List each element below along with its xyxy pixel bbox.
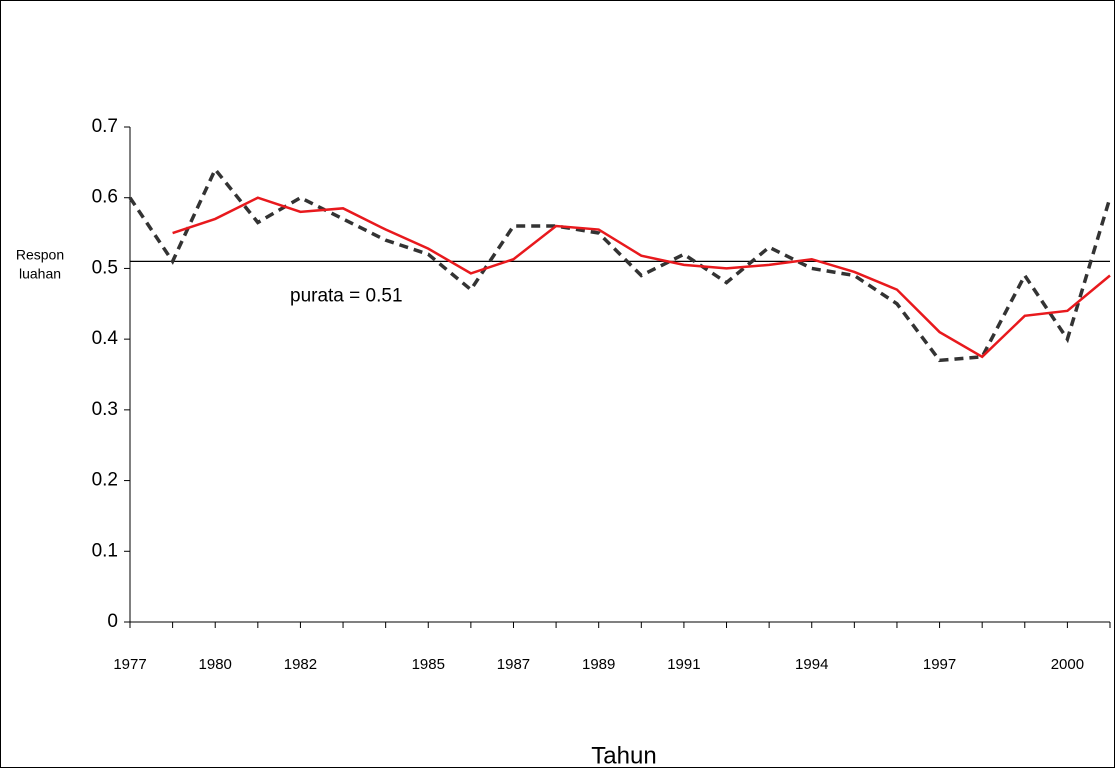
x-tick-label: 1991 xyxy=(667,656,700,673)
x-axis-label: Tahun xyxy=(591,742,656,768)
x-tick-label: 1989 xyxy=(582,656,615,673)
x-tick-label: 1985 xyxy=(412,656,445,673)
reference-label: purata = 0.51 xyxy=(290,285,403,306)
y-axis-label: luahan xyxy=(19,266,61,282)
x-tick-label: 2000 xyxy=(1051,656,1084,673)
x-tick-label: 1987 xyxy=(497,656,530,673)
y-tick-label: 0.4 xyxy=(92,328,119,349)
y-tick-label: 0.5 xyxy=(92,257,118,278)
x-tick-label: 1997 xyxy=(923,656,956,673)
y-tick-label: 0 xyxy=(107,611,118,632)
x-tick-label: 1982 xyxy=(284,656,317,673)
y-tick-label: 0.3 xyxy=(92,399,118,420)
x-tick-label: 1994 xyxy=(795,656,828,673)
y-tick-label: 0.6 xyxy=(92,187,118,208)
y-axis-label: Respon xyxy=(16,247,64,263)
series-line xyxy=(172,196,1111,359)
y-tick-label: 0.7 xyxy=(92,116,118,137)
x-tick-label: 1980 xyxy=(199,656,232,673)
x-tick-label: 1977 xyxy=(113,656,146,673)
series-line xyxy=(128,166,1112,363)
y-tick-label: 0.2 xyxy=(92,470,118,491)
y-tick-label: 0.1 xyxy=(92,540,118,561)
